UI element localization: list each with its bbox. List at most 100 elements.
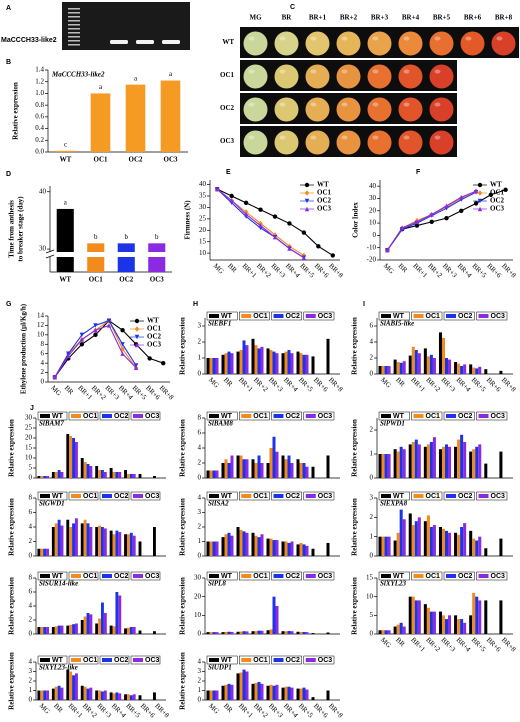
bar xyxy=(281,353,285,374)
bar xyxy=(408,444,412,478)
bar xyxy=(402,449,406,478)
bar xyxy=(60,472,64,478)
bar xyxy=(284,541,288,556)
bar xyxy=(43,690,47,700)
bar xyxy=(98,690,101,700)
bar xyxy=(115,472,119,478)
bar xyxy=(153,527,156,556)
bar xyxy=(269,629,273,634)
bar xyxy=(275,606,279,634)
bar xyxy=(441,338,445,374)
point xyxy=(301,230,307,235)
fruit-shine xyxy=(279,36,286,41)
fruit xyxy=(243,97,268,122)
bar xyxy=(396,362,400,374)
legend-box xyxy=(411,491,443,501)
bar xyxy=(290,687,294,700)
bar xyxy=(305,632,309,634)
y-tick-label: 0.0 xyxy=(35,148,44,156)
legend-box xyxy=(378,491,410,501)
legend-swatch xyxy=(305,414,316,418)
bar xyxy=(80,685,84,700)
legend-swatch xyxy=(40,658,50,662)
legend-swatch xyxy=(71,574,81,578)
y-tick-label: 4 xyxy=(198,444,202,452)
x-tick-label: BR+5 xyxy=(470,376,488,394)
legend-label: OC1 xyxy=(426,413,441,420)
point xyxy=(120,342,125,347)
column-label: BR xyxy=(282,14,293,22)
significance-letter: a xyxy=(169,70,173,78)
legend-box xyxy=(411,571,443,581)
bar xyxy=(115,530,119,556)
fruit xyxy=(398,31,423,56)
fruit-shine xyxy=(372,102,379,107)
bar xyxy=(448,446,452,478)
bar xyxy=(387,630,391,634)
legend-label: OC2 xyxy=(286,657,301,664)
bar xyxy=(66,434,70,478)
fruit xyxy=(274,64,299,89)
fruit xyxy=(398,97,423,122)
bar xyxy=(236,631,240,634)
chart-title: SlABI5-like xyxy=(380,320,414,328)
gel-band xyxy=(162,40,180,44)
legend-label: WT xyxy=(490,181,502,189)
bar xyxy=(75,518,78,556)
y-tick-label: 2 xyxy=(370,354,374,362)
fruit xyxy=(336,97,361,122)
x-tick-label: BR+5 xyxy=(298,262,316,280)
legend-label: OC2 xyxy=(147,333,162,341)
ladder-band xyxy=(68,24,80,26)
bar xyxy=(272,596,276,634)
legend-label: OC3 xyxy=(145,493,160,500)
y-tick-label: 6 xyxy=(29,588,33,596)
bar xyxy=(290,353,294,374)
legend-marker xyxy=(134,334,140,340)
significance-letter: b xyxy=(155,233,159,241)
x-tick-label: BR+2 xyxy=(81,702,99,720)
bar xyxy=(54,626,58,634)
bar xyxy=(212,358,216,374)
bar xyxy=(305,354,309,374)
y-tick-label: 15 xyxy=(199,237,207,245)
bar xyxy=(387,536,391,556)
bar xyxy=(112,472,116,478)
bar xyxy=(212,541,216,556)
legend-label: WT xyxy=(317,181,329,189)
bar xyxy=(69,671,73,700)
bar xyxy=(438,611,442,634)
bar xyxy=(302,544,306,556)
legend-label: WT xyxy=(52,493,64,500)
bar xyxy=(230,684,234,700)
y-tick-label: 3 xyxy=(198,322,202,330)
legend-label: OC2 xyxy=(317,197,332,205)
fruit-shine xyxy=(310,69,317,74)
legend-marker xyxy=(477,182,483,188)
bar xyxy=(460,366,464,374)
legend-swatch xyxy=(241,314,252,318)
legend-swatch xyxy=(273,658,284,662)
bar xyxy=(272,685,276,700)
ladder-band xyxy=(68,40,80,42)
bar xyxy=(311,356,315,374)
legend-box xyxy=(68,571,99,581)
x-tick-label: BR+5 xyxy=(470,636,488,654)
bar xyxy=(103,690,107,700)
bar xyxy=(475,540,479,556)
bar xyxy=(242,631,246,634)
legend-label: OC2 xyxy=(458,573,473,580)
bar xyxy=(290,463,294,478)
significance-letter: a xyxy=(99,83,103,91)
legend-box xyxy=(303,571,335,581)
bar xyxy=(469,451,473,478)
fruit-shine xyxy=(279,102,286,107)
bar xyxy=(215,470,219,478)
legend-marker xyxy=(304,182,310,188)
bar xyxy=(296,631,300,634)
bar xyxy=(112,534,116,556)
legend-label: OC3 xyxy=(318,657,333,664)
legend-box xyxy=(68,655,99,665)
legend-swatch xyxy=(381,574,391,578)
y-axis-label: Relative expression xyxy=(8,419,16,477)
